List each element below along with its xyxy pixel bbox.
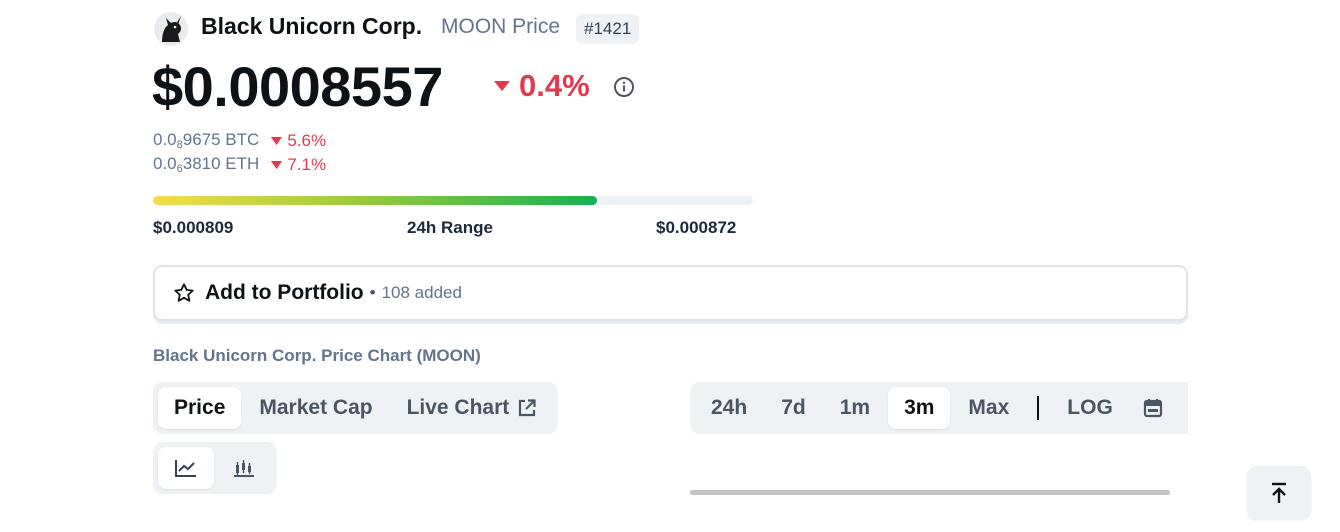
caret-down-icon: [494, 81, 510, 91]
arrow-up-icon: [1272, 482, 1286, 503]
btc-price-row: 0.089675 BTC 5.6%: [153, 130, 326, 151]
chart-title: Black Unicorn Corp. Price Chart (MOON): [153, 346, 481, 365]
tab-log[interactable]: LOG: [1067, 396, 1113, 419]
price-change-24h: 0.4%: [493, 68, 590, 104]
candlestick-button[interactable]: [216, 447, 272, 489]
range-high: $0.000872: [656, 218, 737, 237]
chart-view-tabs: [153, 442, 277, 494]
coin-price-label: MOON Price: [441, 15, 561, 38]
eth-change: 7.1%: [271, 155, 326, 175]
horizontal-scrollbar[interactable]: [690, 490, 1170, 495]
info-icon[interactable]: [613, 76, 635, 98]
caret-down-icon: [271, 160, 283, 169]
candlestick-icon: [234, 460, 254, 477]
calendar-icon: [1143, 399, 1162, 418]
tab-7d[interactable]: 7d: [781, 396, 806, 419]
eth-price: 0.063810 ETH: [153, 154, 260, 175]
tab-3m[interactable]: 3m: [888, 387, 951, 429]
portfolio-label: Add to Portfolio: [205, 281, 364, 304]
line-chart-icon: [175, 460, 196, 477]
tab-market-cap[interactable]: Market Cap: [259, 396, 373, 419]
tab-live-chart-label: Live Chart: [406, 396, 510, 419]
btc-price: 0.089675 BTC: [153, 130, 260, 151]
tab-24h[interactable]: 24h: [711, 396, 748, 419]
tab-divider: [1037, 396, 1040, 420]
tab-max[interactable]: Max: [968, 396, 1010, 419]
calendar-button[interactable]: [1131, 387, 1175, 429]
star-icon: [174, 283, 194, 302]
portfolio-separator: •: [369, 283, 376, 302]
tab-1m[interactable]: 1m: [839, 396, 871, 419]
portfolio-count: 108 added: [381, 283, 462, 302]
coin-logo: [154, 12, 188, 46]
rank-badge: #1421: [576, 14, 640, 44]
eth-price-row: 0.063810 ETH 7.1%: [153, 154, 326, 175]
range-label: 24h Range: [407, 218, 493, 237]
btc-change: 5.6%: [271, 131, 326, 151]
tab-live-chart[interactable]: Live Chart: [391, 387, 554, 429]
caret-down-icon: [271, 136, 283, 145]
price-change-value: 0.4%: [519, 68, 590, 103]
chart-data-tabs: Price Market Cap Live Chart: [153, 382, 559, 434]
back-to-top-button[interactable]: [1247, 466, 1311, 520]
range-bar: [153, 196, 753, 205]
range-low: $0.000809: [153, 218, 234, 237]
current-price: $0.0008557: [152, 55, 443, 118]
add-to-portfolio-button[interactable]: Add to Portfolio • 108 added: [153, 265, 1188, 321]
chart-range-tabs: 24h 7d 1m 3m Max LOG: [690, 382, 1188, 434]
range-bar-fill: [153, 196, 597, 205]
coin-name: Black Unicorn Corp.: [201, 13, 423, 39]
tab-price[interactable]: Price: [158, 387, 242, 429]
line-chart-button[interactable]: [158, 447, 214, 489]
external-link-icon: [519, 399, 536, 417]
